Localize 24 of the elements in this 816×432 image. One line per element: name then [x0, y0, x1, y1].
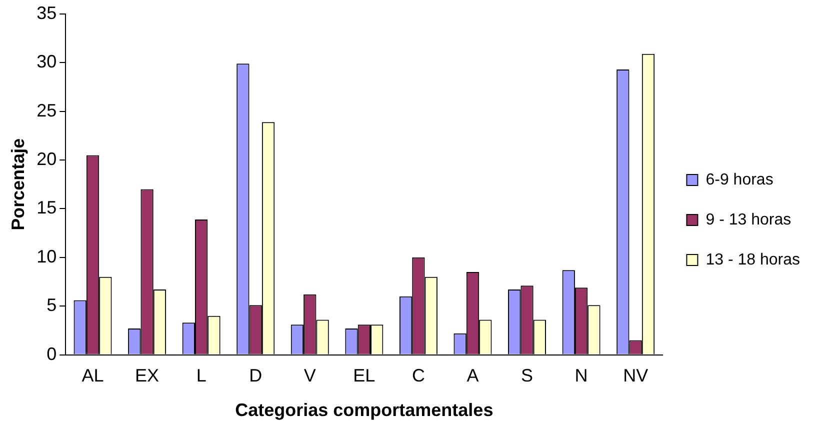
x-tick-label: D	[249, 366, 262, 386]
x-tick-label: NV	[623, 366, 648, 386]
y-tick-label: 0	[46, 344, 57, 364]
legend-label: 13 - 18 horas	[706, 251, 800, 268]
x-tick-label: A	[466, 366, 479, 386]
y-axis-title: Porcentaje	[8, 138, 28, 230]
x-tick-label: S	[521, 366, 534, 386]
y-tick-label: 30	[36, 52, 57, 72]
x-tick-label: AL	[82, 366, 104, 386]
x-tick-label: C	[412, 366, 425, 386]
legend-label: 9 - 13 horas	[706, 211, 792, 228]
legend-label: 6-9 horas	[706, 171, 774, 188]
y-tick-label: 15	[36, 198, 57, 218]
x-axis-title: Categorias comportamentales	[235, 400, 494, 420]
x-tick-label: N	[574, 366, 588, 386]
x-tick-label: EL	[353, 366, 376, 386]
y-tick-label: 10	[36, 246, 57, 266]
y-tick-label: 25	[36, 100, 57, 120]
y-tick-label: 20	[36, 149, 57, 170]
x-tick-label: EX	[135, 366, 160, 386]
x-tick-label: L	[196, 366, 206, 386]
x-tick-label: V	[304, 366, 316, 386]
y-tick-label: 35	[36, 2, 57, 23]
y-tick-label: 5	[46, 295, 57, 316]
